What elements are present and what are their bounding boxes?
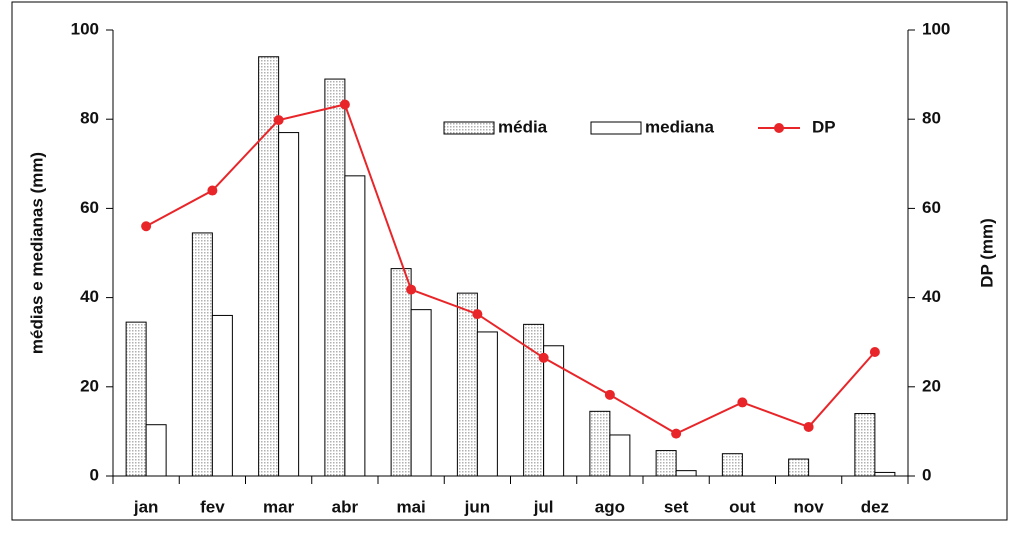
line-point	[273, 115, 284, 126]
line-point	[869, 347, 880, 358]
y2-tick-label: 100	[922, 19, 950, 38]
line	[145, 103, 876, 435]
y-tick-label: 20	[80, 376, 99, 395]
bar	[211, 314, 233, 477]
bar	[721, 453, 743, 477]
bar	[278, 132, 300, 477]
x-tick-label: abr	[332, 497, 359, 516]
bar	[854, 413, 876, 477]
legend-swatch	[443, 121, 495, 135]
line-point	[538, 352, 549, 363]
legend-label: média	[498, 117, 548, 136]
y2-axis-title: DP (mm)	[977, 218, 996, 288]
line-point	[339, 99, 350, 110]
x-tick-label: fev	[200, 497, 225, 516]
bar	[390, 268, 412, 477]
bar	[874, 471, 896, 477]
y2-tick-label: 0	[922, 465, 931, 484]
bar	[324, 78, 346, 477]
y2-tick-label: 80	[922, 109, 941, 128]
bar	[410, 309, 432, 477]
bar	[788, 458, 810, 477]
line-point	[141, 221, 152, 232]
y-tick-label: 0	[90, 465, 99, 484]
x-tick-label: mar	[263, 497, 295, 516]
y-tick-label: 100	[71, 19, 99, 38]
bar	[609, 434, 631, 477]
bar	[675, 470, 697, 477]
line-point	[207, 185, 218, 196]
bar	[543, 345, 565, 477]
x-tick-label: out	[729, 497, 756, 516]
line-point	[472, 309, 483, 320]
frame	[11, 1, 1008, 521]
bar	[589, 410, 611, 477]
x-tick-label: jul	[533, 497, 554, 516]
y-tick-label: 60	[80, 198, 99, 217]
legend-swatch	[590, 121, 642, 135]
y2-tick-label: 20	[922, 376, 941, 395]
bar	[344, 175, 366, 477]
legend-label: mediana	[645, 117, 715, 136]
y-axis-title: médias e medianas (mm)	[27, 152, 46, 354]
bar	[191, 232, 213, 477]
bar	[476, 331, 498, 477]
legend-swatch	[774, 123, 784, 133]
x-tick-label: ago	[595, 497, 625, 516]
bar	[125, 321, 147, 477]
x-tick-label: jun	[464, 497, 491, 516]
bar	[145, 424, 167, 477]
line-point	[803, 421, 814, 432]
line-point	[604, 389, 615, 400]
y-tick-label: 80	[80, 109, 99, 128]
x-tick-label: jan	[133, 497, 159, 516]
bar	[456, 292, 478, 477]
y2-tick-label: 60	[922, 198, 941, 217]
legend-label: DP	[812, 117, 836, 136]
bar	[655, 450, 677, 477]
x-tick-label: dez	[861, 497, 889, 516]
line-point	[737, 397, 748, 408]
x-tick-label: mai	[396, 497, 425, 516]
line-point	[671, 428, 682, 439]
line-point	[406, 284, 417, 295]
x-tick-label: nov	[794, 497, 825, 516]
x-tick-label: set	[664, 497, 689, 516]
y2-tick-label: 40	[922, 287, 941, 306]
y-tick-label: 40	[80, 287, 99, 306]
